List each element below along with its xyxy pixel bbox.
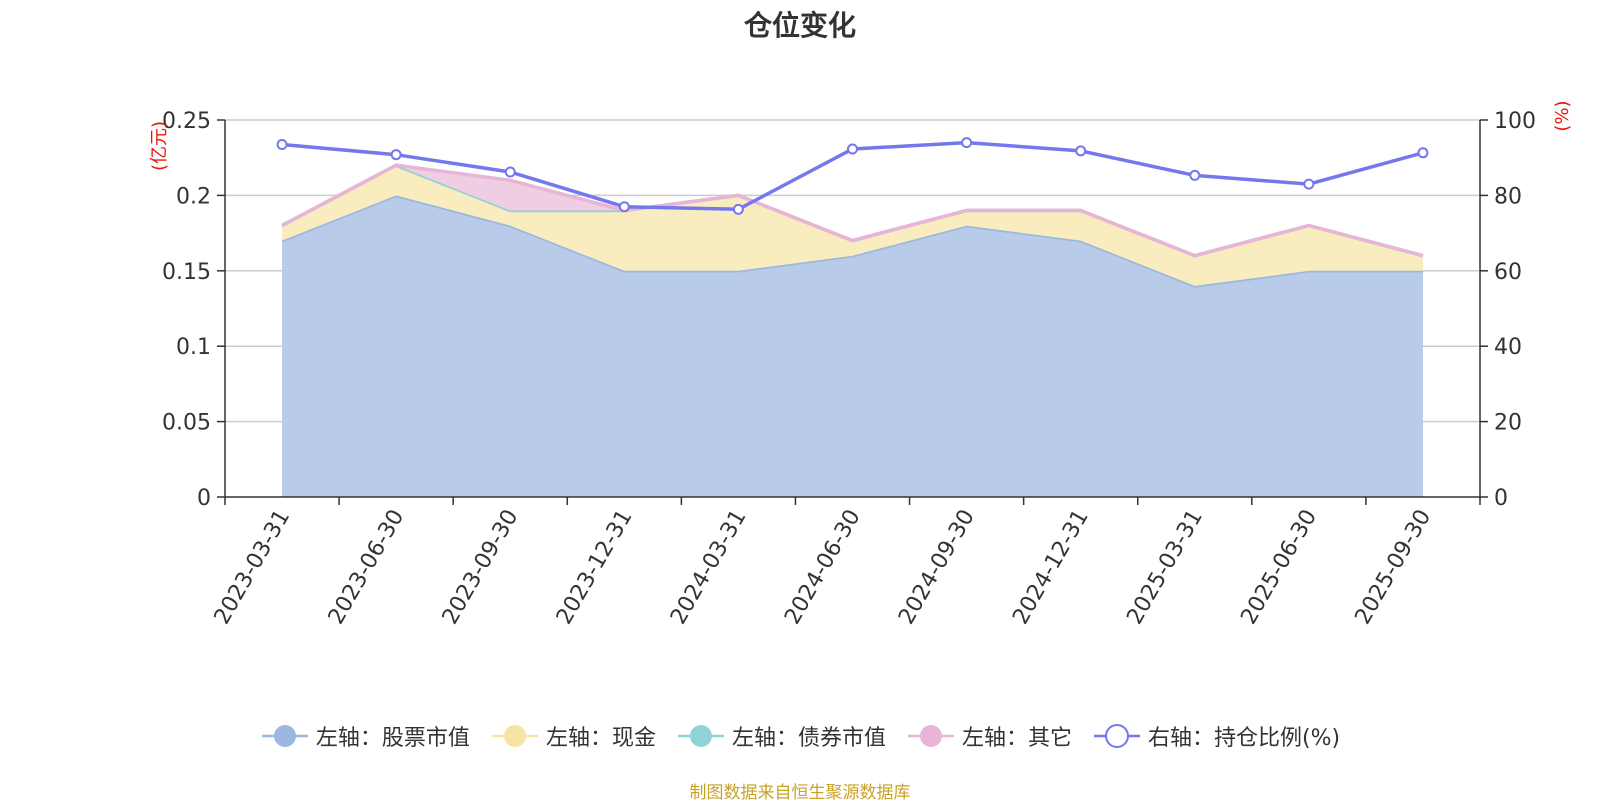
x-axis-tick-label: 2023-09-30 (438, 506, 524, 629)
right-axis-tick-label: 20 (1494, 411, 1522, 436)
area-fill (282, 195, 1423, 497)
x-axis-tick-label: 2023-12-31 (552, 506, 638, 629)
legend-item[interactable]: 左轴：现金 (490, 720, 656, 752)
legend: 左轴：股票市值 左轴：现金 左轴：债券市值 左轴：其它 右轴：持仓比例(%) (0, 720, 1600, 752)
legend-label: 左轴：其它 (961, 726, 1072, 751)
legend-item[interactable]: 左轴：股票市值 (260, 720, 470, 752)
legend-label: 左轴：股票市值 (315, 726, 470, 751)
right-axis-tick-label: 100 (1494, 109, 1536, 134)
left-axis-tick-label: 0.25 (162, 109, 211, 134)
left-axis-tick-label: 0.15 (162, 260, 211, 285)
area-fill (282, 165, 1423, 286)
legend-label: 左轴：现金 (545, 726, 656, 751)
legend-label: 左轴：债券市值 (731, 726, 886, 751)
left-axis-unit: (亿元) (149, 121, 170, 171)
legend-swatch-icon (1093, 724, 1140, 748)
right-axis-unit: (%) (1552, 100, 1573, 131)
x-axis-tick-label: 2024-06-30 (780, 506, 866, 629)
x-axis-tick-label: 2024-12-31 (1008, 506, 1094, 629)
right-axis-tick-label: 0 (1494, 486, 1508, 511)
x-axis-tick-label: 2025-03-31 (1122, 506, 1208, 629)
chart-title: 仓位变化 (743, 9, 856, 42)
left-axis-tick-label: 0.05 (162, 411, 211, 436)
ratio-point (276, 139, 288, 151)
left-axis-tick-label: 0.2 (176, 184, 211, 209)
legend-swatch-icon (261, 725, 308, 747)
legend-item[interactable]: 右轴：持仓比例(%) (1092, 720, 1340, 752)
ratio-point (961, 137, 973, 149)
ratio-point (847, 143, 858, 155)
left-axis-tick-label: 0.1 (176, 335, 211, 360)
legend-label: 右轴：持仓比例(%) (1147, 726, 1341, 751)
ratio-point (1303, 178, 1315, 190)
legend-swatch-icon (491, 725, 538, 747)
x-axis-tick-label: 2024-09-30 (894, 505, 980, 628)
area-series (281, 163, 1424, 497)
right-axis-tick-label: 80 (1494, 184, 1522, 209)
legend-swatch-icon (907, 725, 954, 747)
line-series (276, 137, 1429, 215)
ratio-point (390, 149, 402, 161)
ratio-point (1189, 169, 1201, 181)
x-axis-tick-label: 2025-06-30 (1236, 506, 1322, 629)
x-axis-tick-label: 2024-03-31 (666, 506, 752, 629)
ratio-point (504, 166, 516, 178)
legend-item[interactable]: 左轴：债券市值 (676, 720, 886, 752)
ratio-point (1075, 145, 1087, 157)
ratio-point (1417, 147, 1429, 159)
legend-item[interactable]: 左轴：其它 (906, 720, 1072, 752)
left-axis-tick-label: 0 (197, 486, 211, 511)
area-line (281, 163, 1424, 258)
chart-canvas: 0 0.05 0.1 0.15 0.2 0.25 0 20 40 60 80 100 2023-03-3… (149, 100, 1573, 629)
x-axis-tick-label: 2023-03-31 (210, 506, 296, 629)
right-axis-tick-label: 60 (1494, 260, 1522, 285)
right-axis-tick-label: 40 (1494, 335, 1522, 360)
area-fill (282, 165, 1423, 256)
ratio-point (732, 203, 744, 215)
x-axis-tick-label: 2025-09-30 (1351, 506, 1437, 629)
x-axis-tick-label: 2023-06-30 (324, 506, 410, 629)
legend-swatch-icon (677, 725, 724, 747)
ratio-point (618, 201, 630, 213)
source-note: 制图数据来自恒生聚源数据库 (689, 783, 911, 803)
